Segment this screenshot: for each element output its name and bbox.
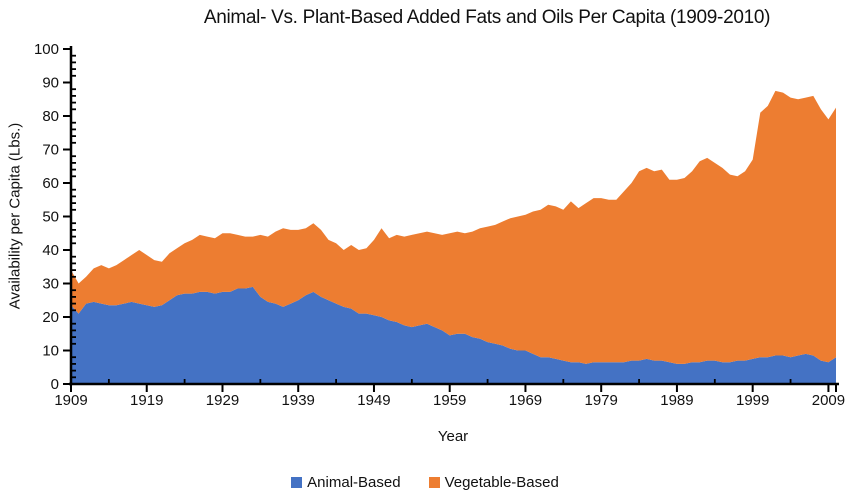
x-tick-label: 1979 xyxy=(585,392,618,409)
y-tick-label: 40 xyxy=(42,242,59,259)
y-tick-label: 90 xyxy=(42,75,59,92)
x-tick-label: 2009 xyxy=(812,392,845,409)
x-tick-label: 1959 xyxy=(433,392,466,409)
y-tick-label: 0 xyxy=(51,376,59,393)
area-animal-based xyxy=(71,286,836,384)
x-tick-label: 1909 xyxy=(54,392,87,409)
vegetable-based-swatch-icon xyxy=(428,477,440,488)
x-tick-label: 1949 xyxy=(357,392,390,409)
legend-label-animal-based: Animal-Based xyxy=(307,474,401,491)
y-tick-label: 30 xyxy=(42,276,59,293)
legend: Animal-Based Vegetable-Based xyxy=(0,474,850,491)
x-tick-label: 1969 xyxy=(509,392,542,409)
y-tick-label: 20 xyxy=(42,309,59,326)
animal-based-swatch-icon xyxy=(291,477,303,488)
legend-item-vegetable-based: Vegetable-Based xyxy=(428,474,559,491)
x-axis-title: Year xyxy=(437,428,469,445)
legend-label-vegetable-based: Vegetable-Based xyxy=(444,474,559,491)
y-tick-label: 100 xyxy=(34,41,59,58)
x-tick-label: 1999 xyxy=(736,392,769,409)
y-axis-title: Availability per Capita (Lbs.) xyxy=(6,122,24,310)
x-tick-label: 1929 xyxy=(206,392,239,409)
x-tick-label: 1919 xyxy=(130,392,163,409)
y-tick-label: 80 xyxy=(42,108,59,125)
y-axis-ticks: 0 10 20 30 40 50 60 70 80 90 100 xyxy=(34,41,71,393)
y-tick-label: 60 xyxy=(42,175,59,192)
areas xyxy=(71,90,836,384)
x-axis-ticks: 1909 1919 1929 1939 1949 1959 1969 1979 1989 1999… xyxy=(54,384,845,409)
y-tick-label: 10 xyxy=(42,343,59,360)
y-tick-label: 70 xyxy=(42,142,59,159)
area-vegetable-based xyxy=(71,90,836,364)
chart-title: Animal- Vs. Plant-Based Added Fats and O… xyxy=(203,7,771,28)
legend-item-animal-based: Animal-Based xyxy=(291,474,401,491)
minor-ticks xyxy=(71,54,792,384)
x-tick-label: 1989 xyxy=(660,392,693,409)
x-tick-label: 1939 xyxy=(282,392,315,409)
y-tick-label: 50 xyxy=(42,209,59,226)
